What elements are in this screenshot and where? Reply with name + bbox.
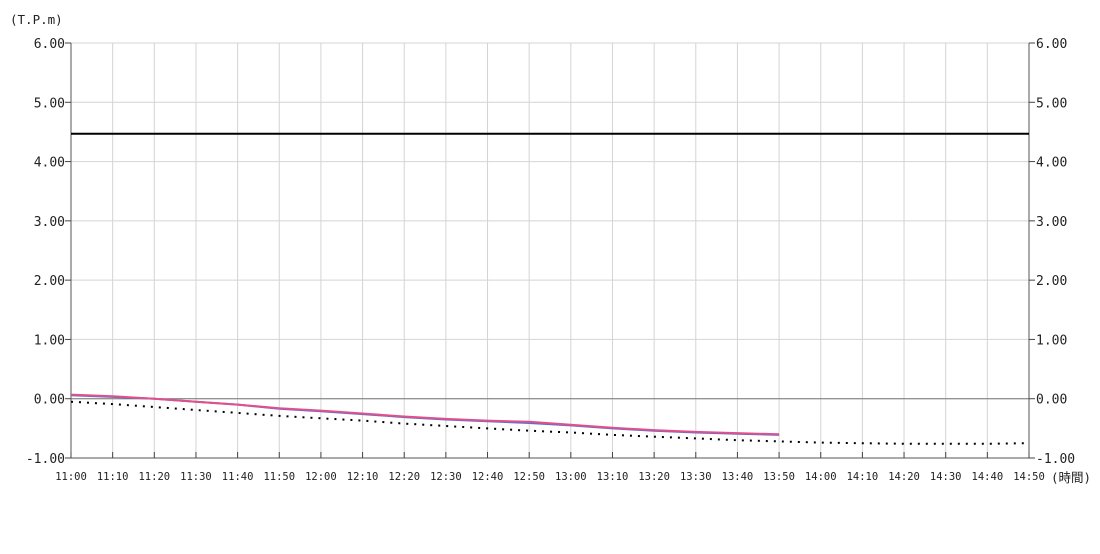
x-tick-label: 13:40 (722, 471, 754, 483)
y-tick-label-left: 1.00 (34, 333, 65, 348)
x-tick-label: 14:50 (1013, 471, 1045, 483)
x-tick-label: 12:10 (347, 471, 379, 483)
y-tick-label-right: 6.00 (1036, 37, 1067, 52)
x-axis-unit-label: (時間) (1051, 470, 1091, 485)
x-tick-label: 11:20 (138, 471, 170, 483)
x-tick-label: 11:40 (222, 471, 254, 483)
x-tick-label: 12:50 (513, 471, 545, 483)
x-tick-label: 13:10 (597, 471, 629, 483)
x-tick-label: 13:30 (680, 471, 712, 483)
axes (65, 42, 1035, 459)
y-tick-label-right: -1.00 (1036, 452, 1075, 467)
y-tick-label-right: 1.00 (1036, 333, 1067, 348)
y-tick-label-left: 4.00 (34, 156, 65, 171)
x-tick-label: 12:30 (430, 471, 462, 483)
grid (71, 42, 1029, 458)
x-tick-label: 14:30 (930, 471, 962, 483)
x-tick-label: 11:50 (263, 471, 295, 483)
labels: 6.00 6.00 5.00 5.00 4.00 4.00 3.00 3.00 2.00 2.00… (26, 37, 1075, 483)
x-tick-label: 11:00 (55, 471, 87, 483)
x-tick-label: 12:40 (472, 471, 504, 483)
y-tick-label-right: 0.00 (1036, 393, 1067, 408)
y-axis-unit-label: (T.P.m) (10, 12, 63, 27)
y-tick-label-left: 0.00 (34, 393, 65, 408)
x-tick-label: 14:00 (805, 471, 837, 483)
y-tick-label-right: 2.00 (1036, 274, 1067, 289)
x-tick-label: 14:40 (972, 471, 1004, 483)
x-tick-label: 14:20 (888, 471, 920, 483)
x-tick-label: 13:00 (555, 471, 587, 483)
y-tick-label-left: -1.00 (26, 452, 65, 467)
series-group (70, 132, 1030, 445)
series-line-2 (70, 400, 1030, 445)
x-tick-label: 14:10 (847, 471, 879, 483)
x-tick-label: 13:20 (638, 471, 670, 483)
y-tick-label-right: 5.00 (1036, 96, 1067, 111)
series-line-4 (70, 393, 780, 436)
x-tick-label: 11:30 (180, 471, 212, 483)
x-tick-label: 13:50 (763, 471, 795, 483)
y-tick-label-right: 4.00 (1036, 156, 1067, 171)
x-tick-label: 12:00 (305, 471, 337, 483)
y-tick-label-right: 3.00 (1036, 215, 1067, 230)
x-tick-label: 12:20 (388, 471, 420, 483)
y-tick-label-left: 6.00 (34, 37, 65, 52)
x-tick-label: 11:10 (97, 471, 129, 483)
y-tick-label-left: 3.00 (34, 215, 65, 230)
y-tick-label-left: 5.00 (34, 96, 65, 111)
y-tick-label-left: 2.00 (34, 274, 65, 289)
